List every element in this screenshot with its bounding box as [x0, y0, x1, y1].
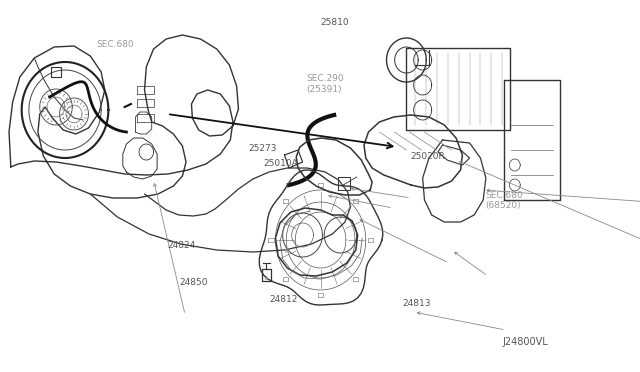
Text: SEC.680: SEC.680 [486, 191, 524, 200]
Text: 24812: 24812 [269, 295, 298, 304]
Text: 24813: 24813 [402, 299, 431, 308]
Text: (68520): (68520) [486, 201, 521, 210]
Text: 25273: 25273 [248, 144, 277, 153]
Text: 24824: 24824 [168, 241, 196, 250]
Text: 25810: 25810 [321, 18, 349, 27]
Text: 25010A: 25010A [263, 159, 298, 168]
Text: 25020R: 25020R [410, 152, 445, 161]
Text: 24850: 24850 [179, 278, 207, 287]
Text: SEC.290: SEC.290 [307, 74, 344, 83]
Text: J24800VL: J24800VL [503, 337, 548, 347]
Text: SEC.680: SEC.680 [97, 40, 134, 49]
Text: (25391): (25391) [307, 85, 342, 94]
